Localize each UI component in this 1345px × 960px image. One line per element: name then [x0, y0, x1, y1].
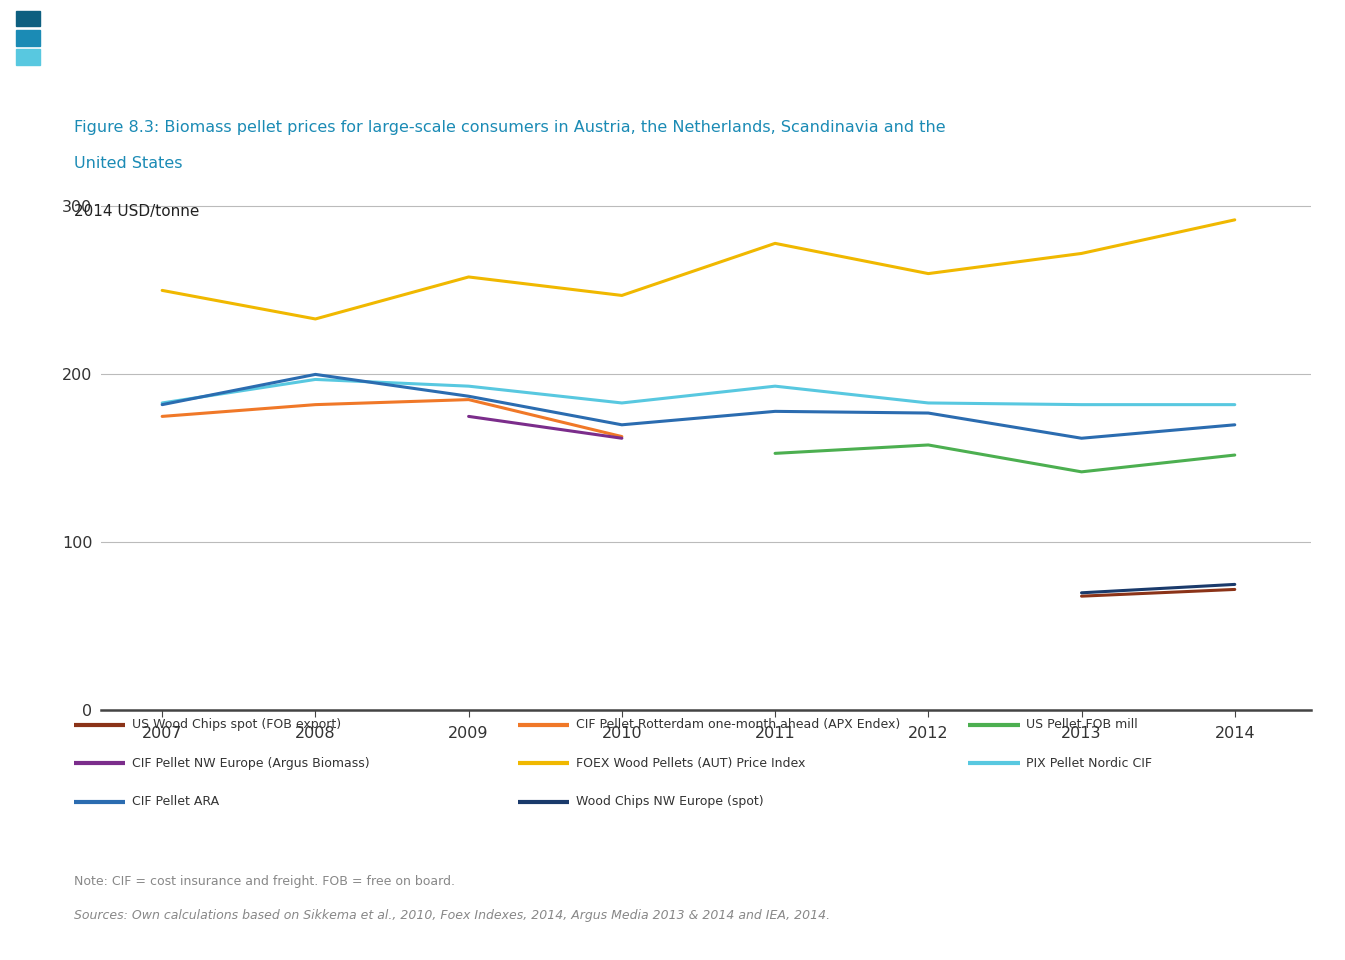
Bar: [16, 30, 40, 45]
Text: International Renewable Energy Agency: International Renewable Energy Agency: [1103, 60, 1284, 68]
Text: RENEWABLE POWER GENERATION COSTS IN 2014: RENEWABLE POWER GENERATION COSTS IN 2014: [67, 36, 682, 56]
Text: CIF Pellet ARA: CIF Pellet ARA: [132, 795, 219, 808]
Text: CIF Pellet NW Europe (Argus Biomass): CIF Pellet NW Europe (Argus Biomass): [132, 756, 370, 770]
Text: IRENA: IRENA: [1198, 23, 1284, 47]
Text: FOEX Wood Pellets (AUT) Price Index: FOEX Wood Pellets (AUT) Price Index: [576, 756, 806, 770]
Text: Note: CIF = cost insurance and freight. FOB = free on board.: Note: CIF = cost insurance and freight. …: [74, 875, 455, 888]
Text: US Pellet FOB mill: US Pellet FOB mill: [1026, 718, 1138, 732]
Text: Wood Chips NW Europe (spot): Wood Chips NW Europe (spot): [576, 795, 763, 808]
Text: US Wood Chips spot (FOB export): US Wood Chips spot (FOB export): [132, 718, 340, 732]
Text: United States: United States: [74, 156, 183, 172]
Bar: [16, 49, 40, 64]
Text: Figure 8.3: Biomass pellet prices for large-scale consumers in Austria, the Neth: Figure 8.3: Biomass pellet prices for la…: [74, 120, 946, 135]
Text: 2014 USD/tonne: 2014 USD/tonne: [74, 204, 199, 220]
Text: PIX Pellet Nordic CIF: PIX Pellet Nordic CIF: [1026, 756, 1153, 770]
Bar: [16, 68, 40, 84]
Text: Sources: Own calculations based on Sikkema et al., 2010, Foex Indexes, 2014, Arg: Sources: Own calculations based on Sikke…: [74, 908, 830, 922]
Text: CIF Pellet Rotterdam one-month ahead (APX Endex): CIF Pellet Rotterdam one-month ahead (AP…: [576, 718, 900, 732]
Bar: [16, 11, 40, 27]
